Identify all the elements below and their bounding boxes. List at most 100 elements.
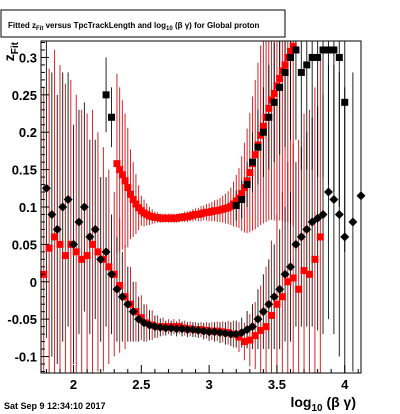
data-point	[319, 46, 327, 54]
data-point	[246, 336, 254, 344]
y-tick-label: 0.05	[12, 237, 37, 252]
data-point	[56, 240, 64, 248]
data-point	[323, 187, 333, 197]
data-point	[273, 300, 281, 308]
data-point	[302, 224, 312, 234]
data-point	[300, 267, 308, 275]
data-point	[235, 333, 243, 341]
data-point	[172, 324, 182, 334]
data-point	[166, 323, 176, 333]
data-point	[61, 252, 69, 260]
data-point	[259, 122, 267, 130]
data-point	[251, 151, 259, 159]
data-point	[280, 269, 290, 279]
data-point	[265, 104, 273, 112]
y-tick-label: 0	[30, 275, 37, 290]
data-point	[292, 46, 300, 54]
data-point	[47, 209, 57, 219]
data-point	[286, 47, 294, 55]
chart-title: Fitted zFit versus TpcTrackLength and lo…	[8, 21, 260, 32]
data-markers	[40, 42, 366, 346]
data-point	[69, 239, 79, 249]
data-point	[240, 338, 248, 346]
data-point	[116, 282, 124, 290]
data-point	[285, 262, 295, 272]
data-point	[340, 232, 350, 242]
data-point	[251, 332, 259, 340]
data-point	[324, 46, 332, 54]
data-point	[265, 113, 273, 121]
data-point	[108, 113, 116, 121]
data-point	[281, 61, 289, 69]
data-point	[341, 98, 349, 106]
data-point	[281, 68, 289, 76]
x-tick-label: 3	[206, 377, 213, 392]
data-point	[329, 195, 339, 205]
title-frame	[0, 9, 286, 38]
data-point	[259, 128, 267, 136]
x-tick-label: 4	[341, 377, 349, 392]
y-tick-label: -0.1	[15, 350, 37, 365]
y-tick-label: 0.15	[12, 163, 37, 178]
data-point	[150, 322, 160, 332]
data-point	[270, 98, 278, 106]
data-point	[199, 326, 209, 336]
data-point	[268, 311, 276, 319]
data-point	[210, 327, 220, 337]
data-point	[90, 224, 100, 234]
data-point	[334, 209, 344, 219]
x-tick-label: 2	[70, 377, 77, 392]
data-point	[243, 181, 251, 189]
y-tick-label: 0.1	[19, 200, 37, 215]
data-point	[286, 53, 294, 61]
data-point	[134, 314, 144, 324]
data-point	[238, 196, 246, 204]
y-tick-label: 0.3	[19, 50, 37, 65]
data-point	[269, 292, 279, 302]
data-point	[94, 248, 102, 256]
data-point	[112, 284, 122, 294]
data-point	[289, 42, 297, 50]
data-point	[117, 292, 127, 302]
data-point	[51, 233, 59, 241]
data-point	[63, 195, 73, 205]
data-point	[124, 184, 132, 192]
data-point	[264, 299, 274, 309]
data-point	[249, 158, 257, 166]
data-point	[243, 177, 251, 185]
data-point	[232, 202, 240, 210]
footer-timestamp: Sat Sep 9 12:34:10 2017	[4, 401, 106, 411]
data-point	[316, 233, 324, 241]
data-point	[72, 248, 80, 256]
data-point	[177, 324, 187, 334]
data-point	[318, 209, 328, 219]
x-tick-label: 3.5	[268, 377, 286, 392]
data-point	[303, 61, 311, 69]
data-point	[79, 202, 89, 212]
x-axis-ticks: 2 2.5 3 3.5 4	[45, 365, 359, 392]
data-point	[129, 196, 137, 204]
data-point	[161, 323, 171, 333]
data-point	[305, 270, 313, 278]
data-point	[253, 314, 263, 324]
data-point	[116, 166, 124, 174]
data-point	[314, 53, 322, 61]
data-point	[128, 307, 138, 317]
data-point	[330, 46, 338, 54]
data-point	[118, 171, 126, 179]
data-point	[204, 327, 214, 337]
data-point	[89, 240, 97, 248]
data-point	[295, 285, 303, 293]
data-point	[52, 224, 62, 234]
data-point	[335, 53, 343, 61]
x-axis-label: log10 (β γ)	[290, 394, 356, 414]
data-point	[226, 329, 236, 339]
data-point	[276, 74, 284, 82]
data-point	[74, 217, 84, 227]
y-tick-label: 0.2	[19, 125, 37, 140]
data-point	[276, 83, 284, 91]
data-point	[262, 323, 270, 331]
data-point	[348, 217, 358, 227]
